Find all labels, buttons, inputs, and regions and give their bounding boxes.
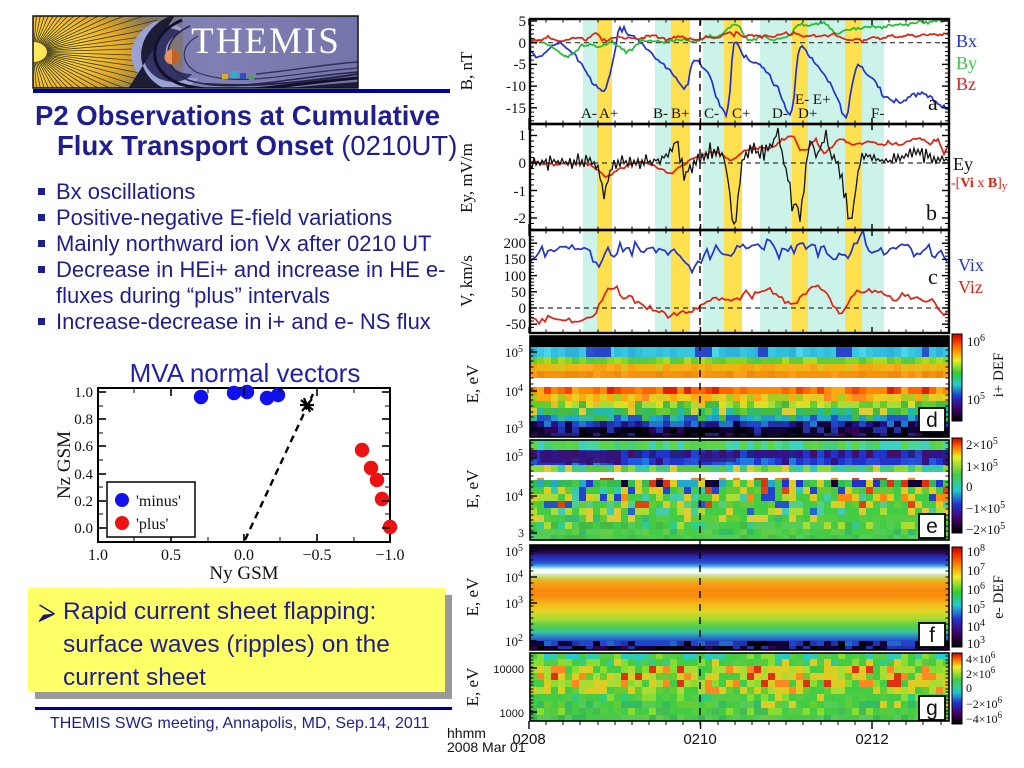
svg-text:A-: A- [581,106,597,122]
svg-text:105: 105 [505,543,523,559]
svg-text:105: 105 [505,344,523,360]
svg-text:0210: 0210 [683,731,716,748]
svg-text:104: 104 [967,618,985,634]
svg-text:-1: -1 [514,184,527,200]
svg-text:0: 0 [519,301,527,317]
svg-text:2×106: 2×106 [966,665,996,681]
svg-text:104: 104 [505,383,523,399]
svg-text:−0.5: −0.5 [302,547,331,564]
svg-text:5: 5 [519,14,527,30]
svg-text:1.0: 1.0 [74,385,93,401]
svg-text:1×105: 1×105 [966,458,998,474]
svg-text:By: By [956,53,977,73]
svg-text:50: 50 [511,285,526,301]
svg-text:0: 0 [519,156,527,172]
svg-text:Viz: Viz [958,277,983,297]
svg-text:0: 0 [519,36,527,52]
svg-text:0.6: 0.6 [74,439,93,455]
svg-text:-2: -2 [514,211,527,227]
svg-text:B+: B+ [671,106,689,122]
svg-text:100: 100 [504,269,527,285]
svg-text:−2×106: −2×106 [966,695,1003,711]
svg-text:0.2: 0.2 [74,494,93,510]
svg-text:hhmm: hhmm [447,725,486,741]
svg-text:4×106: 4×106 [966,650,996,666]
svg-text:2008 Mar 01: 2008 Mar 01 [447,739,526,755]
svg-text:10000: 10000 [493,664,524,676]
svg-text:-5: -5 [514,57,527,73]
svg-text:D-: D- [772,106,788,122]
svg-text:Vix: Vix [958,255,984,275]
svg-text:THEMIS: THEMIS [191,21,341,62]
svg-text:B, nT: B, nT [457,51,476,90]
svg-text:106: 106 [967,333,985,349]
svg-text:106: 106 [967,581,985,597]
svg-text:'minus': 'minus' [136,493,181,510]
svg-text:E, eV: E, eV [463,469,482,508]
svg-text:V, km/s: V, km/s [457,255,476,307]
svg-text:C-: C- [704,106,719,122]
svg-text:-10: -10 [506,79,526,95]
svg-text:200: 200 [504,236,527,252]
svg-text:0: 0 [966,479,973,494]
svg-text:Ey, mV/m: Ey, mV/m [457,143,476,213]
svg-text:Bx: Bx [956,31,977,51]
svg-text:3: 3 [518,526,524,540]
svg-text:e- DEF: e- DEF [991,575,1007,619]
svg-text:F-: F- [871,106,884,122]
svg-text:g: g [926,697,938,720]
svg-text:1.0: 1.0 [88,547,108,564]
svg-text:−4×106: −4×106 [966,710,1003,726]
svg-text:0208: 0208 [512,731,545,748]
svg-text:-50: -50 [506,317,526,333]
svg-text:-[Vi x B]y: -[Vi x B]y [951,176,1008,192]
svg-text:103: 103 [505,420,523,436]
svg-text:105: 105 [505,448,523,464]
svg-text:0212: 0212 [855,731,888,748]
svg-text:E, eV: E, eV [463,577,482,616]
svg-text:Nz GSM: Nz GSM [54,431,75,499]
svg-text:B-: B- [653,106,668,122]
svg-text:1: 1 [519,128,527,144]
svg-text:0: 0 [966,681,972,695]
svg-text:104: 104 [505,488,523,504]
svg-text:E- E+: E- E+ [795,92,831,108]
svg-text:0.0: 0.0 [74,521,93,537]
svg-text:a: a [928,90,938,115]
svg-text:i+ DEF: i+ DEF [991,353,1007,398]
svg-text:C+: C+ [732,106,750,122]
svg-text:105: 105 [967,391,985,407]
svg-text:105: 105 [967,600,985,616]
svg-text:102: 102 [505,633,523,649]
svg-text:-15: -15 [506,101,526,117]
svg-text:Ny GSM: Ny GSM [209,563,278,584]
svg-text:103: 103 [505,595,523,611]
svg-text:Bz: Bz [956,74,976,94]
svg-text:−1×105: −1×105 [966,500,1005,516]
svg-text:d: d [926,409,938,432]
svg-text:D+: D+ [798,106,817,122]
svg-text:Ey: Ey [953,154,973,174]
svg-text:c: c [928,264,938,289]
svg-text:f: f [929,624,935,647]
svg-text:E, eV: E, eV [463,364,482,403]
svg-text:0.8: 0.8 [74,412,93,428]
svg-text:108: 108 [967,543,985,559]
svg-text:0.4: 0.4 [74,467,93,483]
svg-text:e: e [926,515,938,538]
svg-text:1000: 1000 [500,708,524,720]
svg-text:150: 150 [504,252,527,268]
svg-text:b: b [926,200,937,225]
svg-text:0.5: 0.5 [161,547,181,564]
svg-text:'plus': 'plus' [136,516,169,533]
svg-text:A+: A+ [599,106,618,122]
svg-text:2×105: 2×105 [966,436,998,452]
svg-text:−1.0: −1.0 [375,547,404,564]
svg-text:−2×105: −2×105 [966,521,1005,537]
svg-text:104: 104 [505,569,523,585]
svg-text:E, eV: E, eV [463,667,482,706]
svg-text:0.0: 0.0 [234,547,254,564]
svg-text:107: 107 [967,562,985,578]
svg-text:103: 103 [967,635,985,651]
